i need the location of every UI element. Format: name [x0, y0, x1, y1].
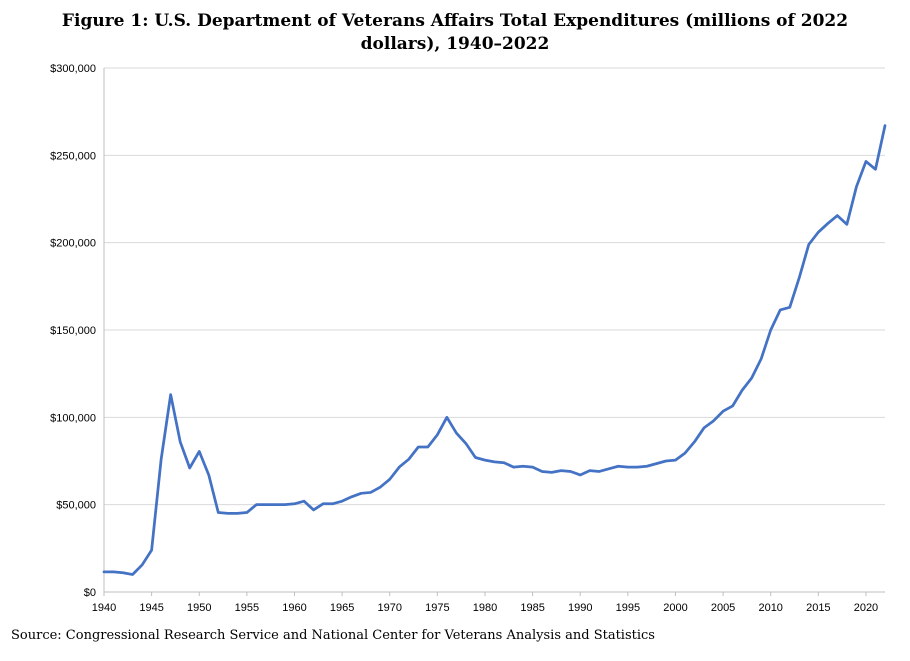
x-tick-label: 1965 — [330, 602, 354, 614]
y-tick-label: $150,000 — [50, 325, 96, 337]
source-note: Source: Congressional Research Service a… — [11, 628, 655, 643]
y-tick-label: $50,000 — [56, 500, 96, 512]
axes — [103, 68, 885, 596]
y-axis-tick-labels: $0 $50,000 $100,000 $150,000 $200,000 $250,00… — [50, 63, 96, 599]
x-tick-label: 1945 — [139, 602, 163, 614]
chart-title: Figure 1: U.S. Department of Veterans Af… — [60, 10, 850, 56]
x-tick-label: 1990 — [568, 602, 592, 614]
x-tick-label: 1980 — [473, 602, 497, 614]
y-tick-label: $0 — [84, 587, 96, 599]
gridlines — [104, 67, 885, 506]
y-tick-label: $100,000 — [50, 412, 96, 424]
x-tick-label: 2000 — [663, 602, 687, 614]
x-tick-label: 1985 — [520, 602, 544, 614]
series-line-total-expenditures — [102, 124, 887, 576]
x-tick-label: 1960 — [282, 602, 306, 614]
x-tick-label: 1995 — [616, 602, 640, 614]
series — [102, 124, 887, 576]
x-tick-label: 2010 — [758, 602, 782, 614]
chart-title-line-2: dollars), 1940–2022 — [360, 34, 550, 54]
x-tick-label: 1940 — [92, 602, 116, 614]
x-tick-label: 1950 — [187, 602, 211, 614]
x-tick-label: 1970 — [377, 602, 401, 614]
y-tick-label: $200,000 — [50, 238, 96, 250]
y-tick-label: $300,000 — [50, 63, 96, 75]
chart-title-line-1: Figure 1: U.S. Department of Veterans Af… — [61, 11, 849, 31]
x-tick-label: 1975 — [425, 602, 449, 614]
x-tick-label: 2015 — [806, 602, 830, 614]
x-tick-label: 1955 — [235, 602, 259, 614]
y-tick-label: $250,000 — [50, 150, 96, 162]
x-tick-label: 2020 — [854, 602, 878, 614]
x-tick-label: 2005 — [711, 602, 735, 614]
x-axis-tick-labels: 1940 1945 1950 1955 1960 1965 1970 1975 1980 1985… — [92, 602, 878, 614]
